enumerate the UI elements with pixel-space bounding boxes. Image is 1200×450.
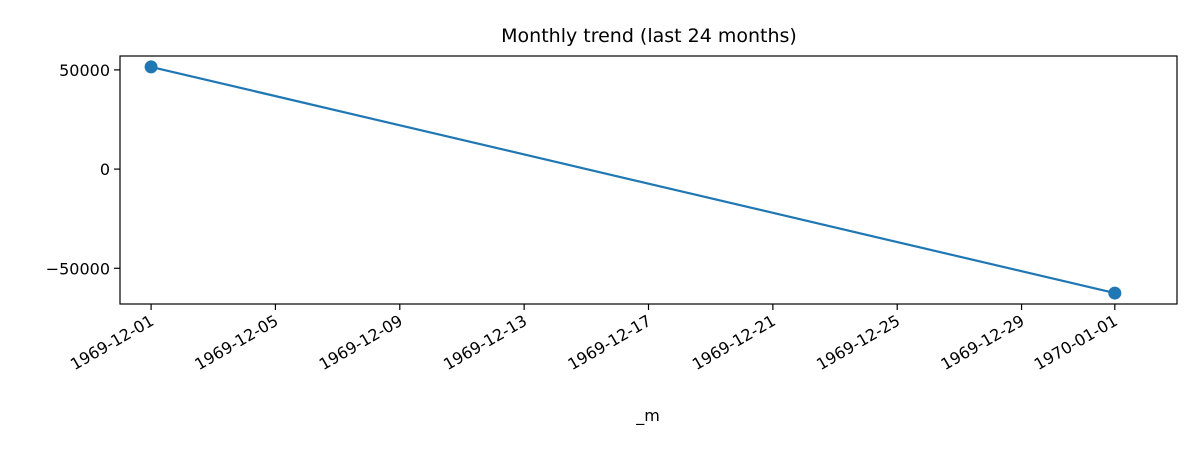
plot-frame [119,55,1178,305]
chart-title: Monthly trend (last 24 months) [501,25,797,47]
y-axis: 50000 0 −50000 [46,61,120,278]
data-point [144,60,158,74]
y-tick-label: 50000 [59,61,110,80]
data-point [1108,286,1122,300]
series-line [150,65,1116,295]
y-tick-label: 0 [100,160,110,179]
x-axis-label: _m [635,406,660,426]
series-layer [144,60,1122,300]
y-tick-label: −50000 [46,259,110,278]
